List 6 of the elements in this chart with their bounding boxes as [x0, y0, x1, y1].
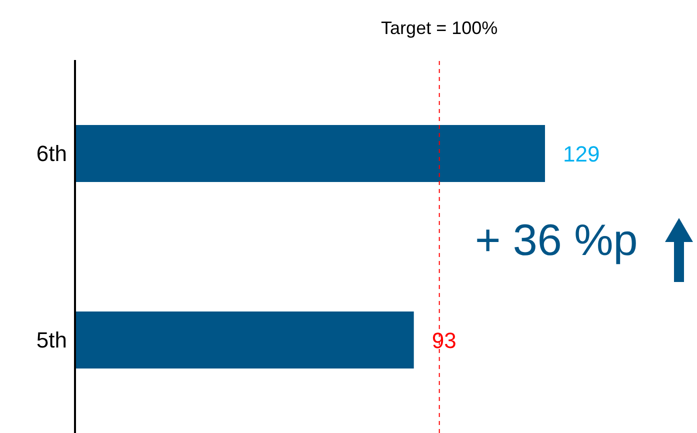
- data-label: 93: [432, 328, 456, 353]
- ref-line-label: Target = 100%: [381, 18, 498, 38]
- y-tick-label: 6th: [36, 141, 67, 166]
- annotation: + 36 %p: [475, 216, 638, 266]
- y-tick-label: 5th: [36, 328, 67, 353]
- data-label: 129: [563, 142, 600, 166]
